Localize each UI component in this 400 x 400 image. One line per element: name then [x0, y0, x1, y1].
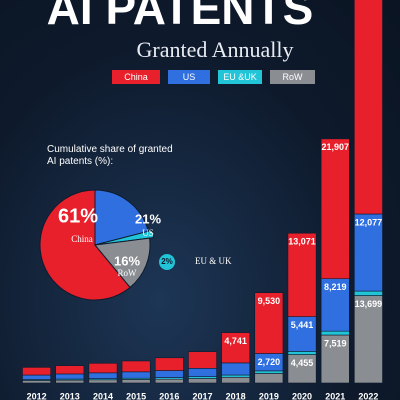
legend-label: EU &UK	[223, 72, 257, 82]
pie-value-label: 61%	[58, 205, 98, 227]
bar-segment	[254, 373, 284, 384]
bar-segment	[221, 332, 251, 364]
chart-title: AI PATENTS	[47, 0, 314, 34]
bar-segment	[22, 367, 51, 376]
data-label: 8,219	[324, 282, 347, 292]
pie-category-label: RoW	[118, 268, 138, 278]
data-label: 13,699	[355, 299, 383, 309]
bar-segment	[320, 138, 350, 280]
chart-subtitle: Granted Annually	[136, 37, 293, 62]
bar-segment	[55, 365, 85, 375]
x-tick-label: 2016	[159, 391, 179, 400]
bar-segment	[287, 232, 317, 317]
bar-segment	[154, 378, 184, 384]
x-tick-label: 2021	[325, 391, 345, 400]
pie-category-label: China	[71, 234, 93, 244]
bar-segment	[287, 351, 317, 355]
data-label: 4,455	[291, 358, 314, 368]
bar-segment	[121, 379, 151, 384]
data-label: 12,077	[355, 217, 383, 227]
legend-swatch	[168, 70, 210, 84]
x-tick-label: 2022	[358, 391, 378, 400]
data-label: 9,530	[258, 296, 281, 306]
pie-slice	[94, 237, 151, 289]
bar-segment	[287, 316, 317, 352]
pie-slice	[94, 189, 149, 246]
legend-label: China	[124, 72, 148, 82]
bar-segment	[121, 360, 151, 373]
bar-segment	[188, 351, 217, 369]
bar-segment	[320, 278, 350, 332]
bar-segment	[254, 292, 284, 354]
bar-segment	[88, 379, 118, 384]
bar-segment	[354, 290, 383, 296]
legend-swatch	[270, 70, 315, 84]
pie-value-label: 16%	[114, 253, 140, 268]
x-tick-label: 2015	[126, 391, 146, 400]
pie-slice	[94, 229, 155, 246]
bar-segment	[121, 371, 151, 379]
bar-segment	[320, 334, 350, 384]
pie-value-label: 21%	[135, 211, 161, 226]
legend-label: US	[183, 72, 196, 82]
data-label: 4,741	[224, 336, 247, 346]
pie-slice	[39, 189, 131, 301]
bar-segment	[254, 370, 284, 374]
x-tick-label: 2018	[226, 391, 246, 400]
bar-segment	[188, 368, 217, 377]
bar-segment	[88, 372, 118, 379]
data-label: 2,720	[258, 357, 281, 367]
bar-segment	[354, 295, 383, 384]
x-tick-label: 2020	[292, 391, 312, 400]
legend-swatch	[218, 70, 262, 84]
bar-segment	[55, 379, 85, 384]
pie-title: Cumulative share of granted AI patents (…	[47, 144, 173, 167]
bar-segment	[221, 374, 251, 378]
bar-segment	[154, 370, 184, 378]
pie-callout	[159, 254, 175, 270]
pie-category-label: US	[142, 228, 154, 238]
bar-segment	[320, 330, 350, 336]
bar-segment	[287, 354, 317, 384]
data-label: 21,907	[321, 142, 349, 152]
x-tick-label: 2019	[259, 391, 279, 400]
legend-swatch	[112, 70, 160, 84]
data-label: 5,441	[291, 320, 314, 330]
bar-segment	[221, 362, 251, 376]
bar-segment	[188, 378, 217, 384]
data-label: 13,071	[288, 237, 316, 247]
data-label: 7,519	[324, 338, 347, 348]
bar-segment	[22, 380, 51, 384]
bar-segment	[354, 0, 383, 215]
legend-label: RoW	[283, 72, 304, 82]
x-tick-label: 2013	[60, 391, 80, 400]
x-tick-label: 2017	[192, 391, 212, 400]
pie-value-label: 2%	[161, 257, 173, 266]
x-tick-label: 2014	[93, 391, 113, 400]
bar-segment	[22, 374, 51, 380]
bar-segment	[55, 373, 85, 380]
bar-segment	[221, 376, 251, 384]
x-tick-label: 2012	[27, 391, 47, 400]
bar-segment	[354, 213, 383, 292]
bar-segment	[88, 362, 118, 374]
pie-category-label: EU & UK	[195, 256, 232, 266]
bar-segment	[154, 357, 184, 371]
